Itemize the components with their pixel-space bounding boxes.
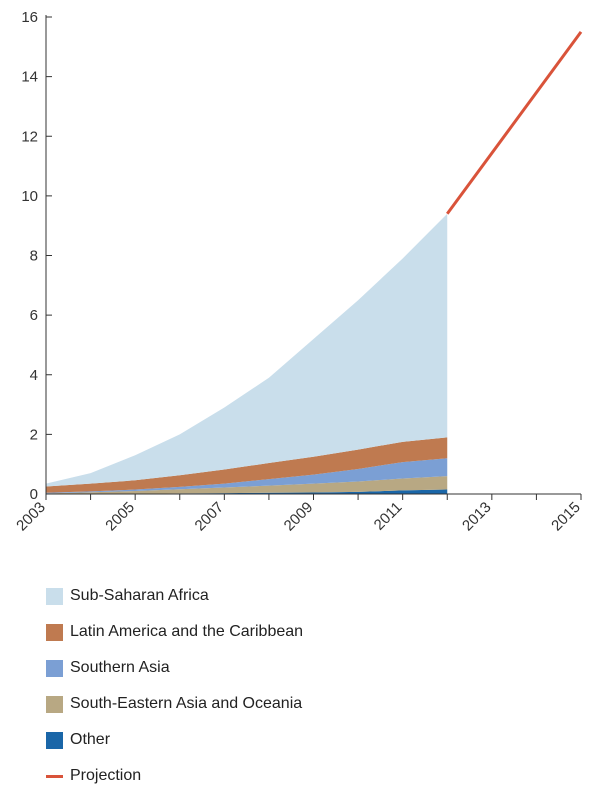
legend-label-southern-asia: Southern Asia (70, 659, 170, 676)
legend-swatch-southern-asia (46, 659, 63, 677)
legend-label-sub-saharan-africa: Sub-Saharan Africa (70, 587, 209, 604)
legend-swatch-other (46, 731, 63, 749)
y-tick-label-16: 16 (21, 9, 38, 26)
area-series-group (46, 213, 448, 494)
area-chart: 0 2 4 6 8 10 12 14 16 2003 2005 2007 2009 2011 2013 201… (13, 9, 584, 535)
legend-label-south-eastern-asia: South-Eastern Asia and Oceania (70, 695, 303, 712)
x-tick-label-2013: 2013 (459, 499, 495, 535)
y-tick-label-10: 10 (21, 188, 38, 205)
legend: Sub-Saharan Africa Latin America and the… (46, 578, 303, 794)
legend-item-latin-america: Latin America and the Caribbean (46, 614, 303, 650)
area-south-eastern-asia-and-oceania (46, 476, 448, 494)
legend-swatch-latin-america (46, 623, 63, 641)
legend-line-projection (46, 774, 63, 778)
legend-swatch-south-eastern-asia (46, 695, 63, 713)
projection-group (446, 31, 583, 215)
area-latin-america-and-the-caribbean (46, 437, 448, 493)
legend-label-other: Other (70, 731, 111, 748)
x-tick-label-2007: 2007 (192, 499, 228, 535)
x-tick-label-2005: 2005 (102, 499, 138, 535)
area-sub-saharan-africa (46, 213, 448, 487)
y-tick-label-4: 4 (30, 367, 38, 384)
y-tick-label-0: 0 (30, 486, 38, 503)
projection-line (446, 31, 583, 215)
area-southern-asia (46, 458, 448, 494)
area-other (46, 489, 448, 494)
legend-item-projection: Projection (46, 758, 303, 794)
y-tick-label-6: 6 (30, 307, 38, 324)
legend-swatch-sub-saharan-africa (46, 587, 63, 605)
y-tick-label-14: 14 (21, 69, 38, 86)
legend-item-south-eastern-asia: South-Eastern Asia and Oceania (46, 686, 303, 722)
y-tick-label-8: 8 (30, 248, 38, 265)
legend-label-latin-america: Latin America and the Caribbean (70, 623, 304, 640)
legend-item-other: Other (46, 722, 303, 758)
y-tick-label-2: 2 (30, 426, 38, 443)
legend-item-southern-asia: Southern Asia (46, 650, 303, 686)
x-tick-label-2009: 2009 (281, 499, 317, 535)
legend-label-projection: Projection (70, 767, 142, 784)
y-tick-label-12: 12 (21, 128, 38, 145)
x-tick-label-2015: 2015 (548, 499, 584, 535)
legend-item-sub-saharan-africa: Sub-Saharan Africa (46, 578, 303, 614)
x-tick-label-2003: 2003 (13, 499, 49, 535)
x-tick-label-2011: 2011 (371, 499, 406, 534)
